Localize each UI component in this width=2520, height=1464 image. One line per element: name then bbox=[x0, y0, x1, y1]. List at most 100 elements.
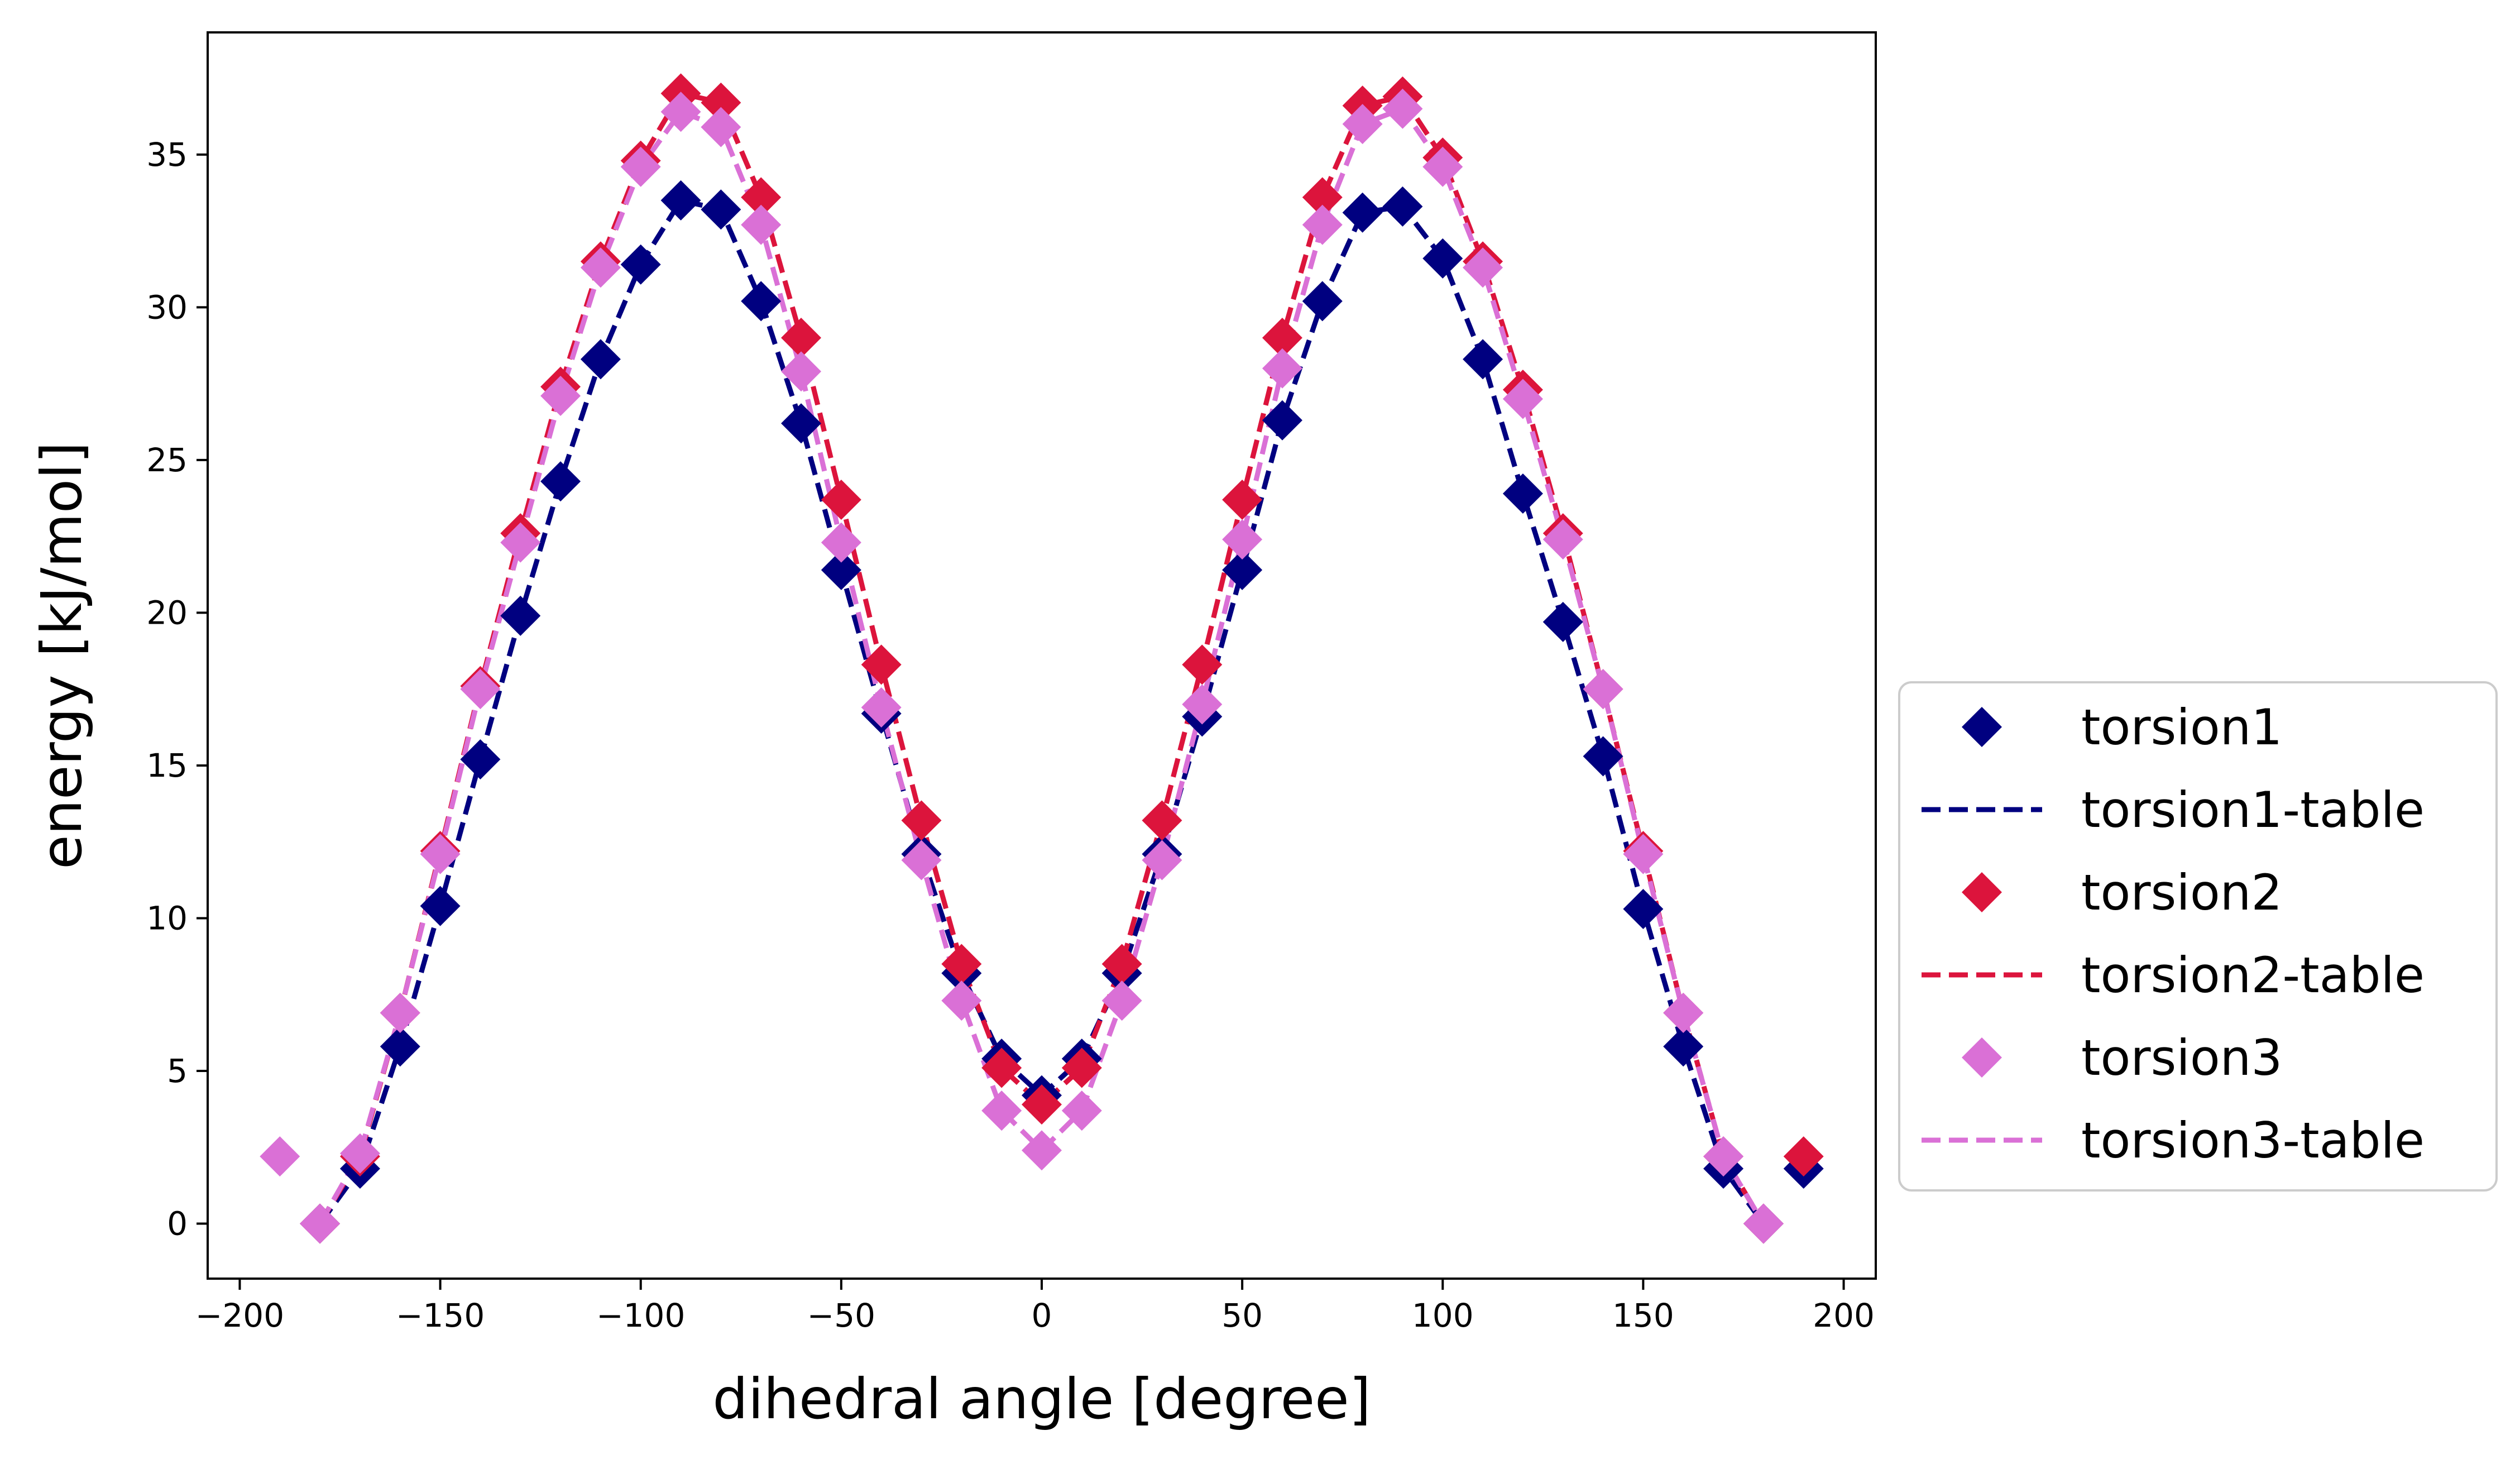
data-point-torsion3 bbox=[1422, 146, 1463, 187]
data-point-torsion3 bbox=[420, 834, 461, 874]
y-tick-label: 0 bbox=[167, 1205, 188, 1243]
data-point-torsion1 bbox=[460, 739, 501, 779]
data-point-torsion2 bbox=[1061, 1047, 1102, 1088]
data-point-torsion1 bbox=[1342, 192, 1383, 233]
data-point-torsion1 bbox=[500, 595, 541, 636]
data-point-torsion3 bbox=[339, 1133, 380, 1174]
y-tick-label: 25 bbox=[146, 441, 188, 479]
data-point-torsion1 bbox=[1422, 238, 1463, 279]
data-point-torsion3 bbox=[1583, 669, 1623, 710]
data-point-torsion3 bbox=[1142, 840, 1182, 881]
y-tick-label: 5 bbox=[167, 1052, 188, 1090]
data-point-torsion3 bbox=[620, 146, 661, 187]
data-point-torsion3 bbox=[1061, 1090, 1102, 1131]
data-point-torsion2 bbox=[1783, 1136, 1824, 1177]
data-point-torsion2 bbox=[821, 480, 861, 520]
data-point-torsion2 bbox=[1302, 177, 1343, 218]
legend-item-torsion2-table: torsion2-table bbox=[1922, 946, 2425, 1004]
data-point-torsion3 bbox=[701, 107, 741, 147]
x-tick-label: 0 bbox=[1032, 1296, 1052, 1334]
data-point-torsion1 bbox=[1663, 1026, 1704, 1067]
data-point-torsion1 bbox=[1623, 889, 1664, 930]
data-point-torsion1 bbox=[660, 180, 701, 221]
x-tick-label: 150 bbox=[1612, 1296, 1674, 1334]
data-point-torsion1 bbox=[1583, 736, 1623, 777]
legend: torsion1 torsion1-table torsion2 torsion2-t… bbox=[1898, 681, 2498, 1192]
data-point-torsion1 bbox=[620, 244, 661, 285]
legend-label: torsion1 bbox=[2081, 698, 2282, 756]
legend-label: torsion3 bbox=[2081, 1029, 2282, 1087]
data-point-torsion3 bbox=[1182, 684, 1223, 725]
x-tick-label: −150 bbox=[396, 1296, 485, 1334]
data-point-torsion3 bbox=[1743, 1203, 1784, 1244]
data-point-torsion2 bbox=[1182, 644, 1223, 685]
data-point-torsion3 bbox=[1463, 247, 1503, 288]
data-point-torsion1 bbox=[781, 403, 822, 444]
data-point-torsion3 bbox=[1022, 1130, 1062, 1171]
legend-label: torsion2-table bbox=[2081, 946, 2425, 1004]
data-point-torsion1 bbox=[1463, 339, 1503, 380]
data-point-torsion3 bbox=[1502, 379, 1543, 419]
data-point-torsion3 bbox=[1342, 104, 1383, 145]
data-point-torsion3 bbox=[1382, 88, 1423, 129]
data-point-torsion1 bbox=[1222, 549, 1263, 590]
data-point-torsion1 bbox=[580, 339, 621, 380]
legend-item-torsion3: torsion3 bbox=[1962, 1029, 2282, 1087]
y-tick-label: 10 bbox=[146, 899, 188, 937]
data-point-torsion3 bbox=[821, 522, 861, 563]
x-tick-label: −50 bbox=[807, 1296, 875, 1334]
legend-item-torsion1: torsion1 bbox=[1962, 698, 2282, 756]
x-tick-label: −100 bbox=[596, 1296, 685, 1334]
data-point-torsion2 bbox=[941, 944, 982, 984]
x-tick-label: −200 bbox=[195, 1296, 284, 1334]
data-point-torsion1 bbox=[821, 549, 861, 590]
data-point-torsion3 bbox=[580, 247, 621, 288]
legend-marker bbox=[1962, 872, 2002, 912]
data-point-torsion3 bbox=[941, 980, 982, 1021]
legend-item-torsion2: torsion2 bbox=[1962, 864, 2282, 921]
data-point-torsion2 bbox=[1222, 480, 1263, 520]
data-point-torsion3 bbox=[781, 351, 822, 392]
data-point-torsion3 bbox=[380, 993, 420, 1034]
data-point-torsion3 bbox=[1302, 204, 1343, 245]
data-point-torsion1 bbox=[540, 461, 581, 502]
y-tick-label: 20 bbox=[146, 594, 188, 631]
y-tick-label: 15 bbox=[146, 747, 188, 784]
data-point-torsion3 bbox=[1101, 980, 1142, 1021]
data-point-torsion3 bbox=[1222, 519, 1263, 560]
data-point-torsion2 bbox=[1101, 944, 1142, 984]
data-point-torsion1 bbox=[1262, 400, 1302, 441]
legend-label: torsion3-table bbox=[2081, 1112, 2425, 1169]
data-point-torsion3 bbox=[500, 522, 541, 563]
data-point-torsion2 bbox=[901, 800, 942, 841]
legend-marker bbox=[1962, 1037, 2002, 1078]
data-point-torsion2 bbox=[861, 644, 902, 685]
data-point-torsion2 bbox=[1022, 1084, 1062, 1125]
data-point-torsion3 bbox=[660, 92, 701, 132]
data-point-torsion1 bbox=[701, 189, 741, 230]
data-point-torsion3 bbox=[861, 687, 902, 728]
data-point-torsion3 bbox=[1703, 1136, 1744, 1177]
legend-box bbox=[1898, 681, 2498, 1192]
data-point-torsion1 bbox=[1542, 601, 1583, 642]
data-point-torsion2 bbox=[741, 177, 782, 218]
data-point-torsion3 bbox=[300, 1203, 341, 1244]
legend-label: torsion1-table bbox=[2081, 781, 2425, 839]
data-point-torsion1 bbox=[1382, 186, 1423, 227]
data-point-torsion2 bbox=[1142, 800, 1182, 841]
plot-data bbox=[260, 73, 1824, 1244]
data-point-torsion1 bbox=[380, 1026, 420, 1067]
data-point-torsion3 bbox=[1663, 993, 1704, 1034]
data-point-torsion3 bbox=[1623, 834, 1664, 874]
data-point-torsion3 bbox=[741, 204, 782, 245]
x-tick-label: 200 bbox=[1813, 1296, 1875, 1334]
data-point-torsion3 bbox=[540, 376, 581, 416]
y-axis-ticks: 0 5 10 15 20 25 30 35 bbox=[146, 136, 208, 1243]
data-point-torsion2 bbox=[701, 82, 741, 123]
x-tick-label: 50 bbox=[1221, 1296, 1263, 1334]
data-point-torsion2 bbox=[1262, 318, 1302, 358]
data-point-torsion1 bbox=[1502, 473, 1543, 514]
x-tick-label: 100 bbox=[1412, 1296, 1474, 1334]
y-tick-label: 30 bbox=[146, 288, 188, 326]
